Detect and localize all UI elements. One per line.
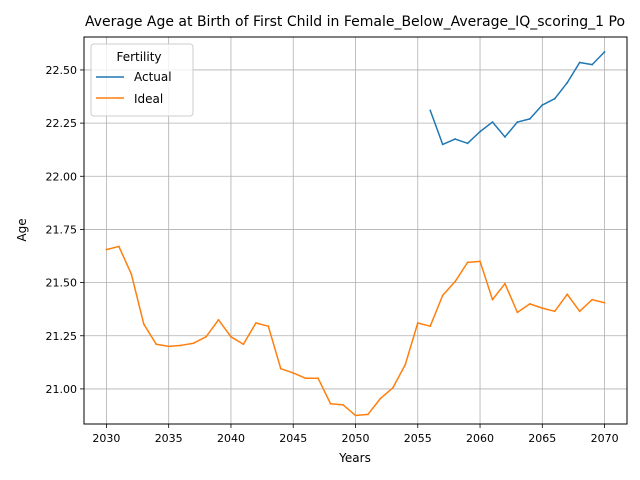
data-point-actual	[429, 109, 432, 112]
x-tick-label: 2055	[404, 432, 432, 445]
data-point-actual	[566, 81, 569, 84]
x-tick-label: 2030	[92, 432, 120, 445]
data-point-ideal	[404, 363, 407, 366]
y-tick-label: 22.25	[46, 117, 78, 130]
data-point-ideal	[317, 377, 320, 380]
data-point-ideal	[553, 310, 556, 313]
data-point-ideal	[591, 298, 594, 301]
y-tick-label: 21.00	[46, 383, 78, 396]
legend-label-ideal: Ideal	[134, 92, 163, 106]
data-point-ideal	[217, 318, 220, 321]
data-point-ideal	[391, 386, 394, 389]
data-point-ideal	[354, 414, 357, 417]
data-point-ideal	[304, 377, 307, 380]
data-point-actual	[528, 117, 531, 120]
y-tick-label: 21.25	[46, 330, 78, 343]
y-tick-label: 21.75	[46, 223, 78, 236]
data-point-ideal	[167, 345, 170, 348]
data-point-ideal	[342, 403, 344, 406]
y-tick-label: 22.50	[46, 64, 78, 77]
axis-ticks: 2030 2035 2040 2045 2050 2055 2060 2065 2070 21.0…	[46, 64, 619, 445]
data-point-ideal	[105, 248, 108, 251]
data-point-ideal	[254, 322, 257, 324]
data-point-actual	[479, 130, 481, 133]
x-tick-label: 2070	[591, 432, 619, 445]
data-point-ideal	[491, 298, 494, 301]
data-point-ideal	[429, 325, 432, 328]
y-tick-label: 22.00	[46, 170, 78, 183]
data-point-ideal	[416, 322, 419, 324]
data-point-ideal	[205, 335, 207, 338]
data-point-ideal	[578, 310, 581, 313]
data-point-actual	[591, 63, 594, 66]
data-point-ideal	[117, 245, 120, 248]
data-point-ideal	[379, 397, 382, 400]
legend-label-actual: Actual	[134, 70, 172, 84]
data-point-ideal	[479, 260, 481, 263]
legend: Fertility Actual Ideal	[90, 43, 194, 117]
data-point-ideal	[242, 343, 245, 346]
data-point-ideal	[292, 372, 295, 374]
data-point-ideal	[180, 344, 183, 347]
data-point-ideal	[504, 282, 506, 285]
x-tick-label: 2065	[528, 432, 556, 445]
data-point-ideal	[130, 273, 133, 275]
data-point-actual	[541, 104, 544, 106]
x-tick-label: 2040	[217, 432, 245, 445]
x-tick-label: 2060	[466, 432, 494, 445]
data-point-actual	[441, 143, 444, 146]
legend-title: Fertility	[116, 50, 161, 64]
data-point-actual	[466, 142, 469, 145]
data-point-ideal	[528, 302, 531, 305]
data-point-actual	[578, 61, 581, 64]
chart-title: Average Age at Birth of First Child in F…	[85, 14, 625, 30]
data-point-ideal	[541, 307, 544, 310]
data-point-ideal	[230, 335, 232, 338]
series-lines	[105, 50, 606, 417]
data-point-actual	[504, 136, 506, 138]
data-point-ideal	[516, 311, 519, 314]
data-point-ideal	[367, 413, 369, 416]
data-point-ideal	[192, 342, 195, 345]
data-point-ideal	[155, 343, 158, 346]
data-point-actual	[553, 97, 556, 100]
data-point-ideal	[267, 325, 270, 328]
data-point-actual	[491, 121, 494, 123]
data-point-ideal	[566, 293, 569, 296]
data-point-ideal	[279, 367, 282, 370]
data-point-ideal	[441, 294, 444, 297]
y-axis-label: Age	[15, 218, 29, 241]
data-point-ideal	[466, 261, 469, 264]
x-tick-label: 2035	[155, 432, 183, 445]
data-point-ideal	[603, 301, 606, 304]
x-tick-label: 2045	[279, 432, 307, 445]
data-point-actual	[454, 138, 457, 140]
x-tick-label: 2050	[342, 432, 370, 445]
y-tick-label: 21.50	[46, 277, 78, 290]
data-point-ideal	[329, 402, 332, 405]
grid	[84, 37, 627, 424]
data-point-ideal	[454, 280, 457, 283]
data-point-actual	[603, 50, 606, 53]
x-axis-label: Years	[338, 451, 371, 465]
data-point-actual	[516, 121, 519, 123]
data-point-ideal	[142, 323, 145, 325]
